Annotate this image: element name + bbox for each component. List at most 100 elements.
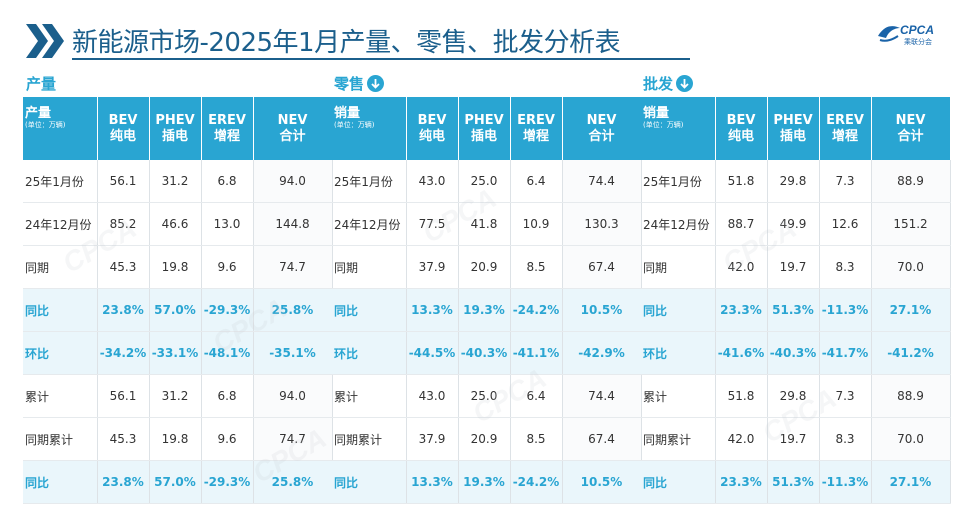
- header-cell-nev: NEV 合计: [253, 97, 333, 160]
- table-cell: 45.3: [97, 417, 150, 461]
- table-row: 同比 23.8% 57.0% -29.3% 25.8%: [23, 460, 333, 504]
- row-label: 24年12月份: [332, 202, 407, 246]
- header-nev-line: NEV: [277, 112, 308, 128]
- table-cell: -41.7%: [819, 331, 872, 375]
- table-cell: -48.1%: [201, 331, 254, 375]
- header-phev-line: PHEV: [773, 112, 813, 128]
- table-cell: 56.1: [97, 160, 150, 203]
- row-label: 环比: [23, 331, 98, 375]
- row-label: 25年1月份: [23, 160, 98, 203]
- table-cell: 19.7: [767, 417, 820, 461]
- table-cell: 45.3: [97, 245, 150, 289]
- row-label: 24年12月份: [641, 202, 716, 246]
- table-cell: -33.1%: [149, 331, 202, 375]
- table-cell: 57.0%: [149, 460, 202, 504]
- section-label[interactable]: 批发: [643, 73, 694, 94]
- table-cell: -24.2%: [510, 288, 563, 332]
- table-cell: -29.3%: [201, 460, 254, 504]
- table-cell: 10.5%: [562, 288, 642, 332]
- table-cell: 27.1%: [871, 288, 951, 332]
- table-cell: 51.8: [715, 160, 768, 203]
- table-cell: 43.0: [406, 374, 459, 418]
- header-bev-line: BEV: [417, 112, 447, 128]
- table-cell: 19.8: [149, 417, 202, 461]
- table-cell: 37.9: [406, 245, 459, 289]
- table-cell: 74.4: [562, 160, 642, 203]
- table-row: 同比 23.3% 51.3% -11.3% 27.1%: [641, 288, 951, 332]
- header-metric-label: 产量: [25, 106, 52, 121]
- table-cell: 74.4: [562, 374, 642, 418]
- header-cell-nev: NEV 合计: [871, 97, 951, 160]
- table-cell: 25.8%: [253, 288, 333, 332]
- table-cell: -41.1%: [510, 331, 563, 375]
- page-header: 新能源市场-2025年1月产量、零售、批发分析表 CPCA 乘联分会: [0, 0, 954, 70]
- logo-subtitle: 乘联分会: [904, 38, 932, 46]
- table-cell: 94.0: [253, 160, 333, 203]
- row-label: 同比: [641, 460, 716, 504]
- header-cell-phev: PHEV 插电: [767, 97, 820, 160]
- header-bev-line: 纯电: [109, 128, 136, 144]
- table-row: 同比 23.8% 57.0% -29.3% 25.8%: [23, 288, 333, 332]
- table-row: 同期累计 37.9 20.9 8.5 67.4: [332, 417, 642, 461]
- row-label: 同比: [23, 460, 98, 504]
- header-cell-bev: BEV 纯电: [406, 97, 459, 160]
- header-bev-line: BEV: [108, 112, 138, 128]
- header-cell-nev: NEV 合计: [562, 97, 642, 160]
- logo-text: CPCA: [900, 23, 935, 37]
- table-cell: 20.9: [458, 245, 511, 289]
- table-row: 25年1月份 43.0 25.0 6.4 74.4: [332, 160, 642, 203]
- row-label: 25年1月份: [332, 160, 407, 203]
- table-row: 25年1月份 56.1 31.2 6.8 94.0: [23, 160, 333, 203]
- table-cell: -42.9%: [562, 331, 642, 375]
- title-underline: [72, 58, 690, 60]
- table-row: 同期累计 45.3 19.8 9.6 74.7: [23, 417, 333, 461]
- header-cell-phev: PHEV 插电: [149, 97, 202, 160]
- section-label-text: 产量: [26, 75, 57, 93]
- table-cell: 23.3%: [715, 460, 768, 504]
- table-cell: -40.3%: [767, 331, 820, 375]
- table-cell: 19.3%: [458, 460, 511, 504]
- row-label: 同期累计: [332, 417, 407, 461]
- table-row: 同比 13.3% 19.3% -24.2% 10.5%: [332, 460, 642, 504]
- header-nev-line: 合计: [897, 128, 924, 144]
- table-cell: 12.6: [819, 202, 872, 246]
- table-row: 同比 23.3% 51.3% -11.3% 27.1%: [641, 460, 951, 504]
- table-cell: 23.8%: [97, 460, 150, 504]
- table-row: 环比 -41.6% -40.3% -41.7% -41.2%: [641, 331, 951, 375]
- section-label[interactable]: 零售: [334, 73, 385, 94]
- table-cell: 13.0: [201, 202, 254, 246]
- arrow-down-circle-icon[interactable]: [676, 75, 694, 92]
- table-row: 同期 37.9 20.9 8.5 67.4: [332, 245, 642, 289]
- row-label: 同比: [332, 460, 407, 504]
- table-cell: 37.9: [406, 417, 459, 461]
- table-cell: 27.1%: [871, 460, 951, 504]
- table-cell: -41.6%: [715, 331, 768, 375]
- cpca-logo-icon: [878, 26, 900, 42]
- table-cell: 25.0: [458, 160, 511, 203]
- table-cell: 19.7: [767, 245, 820, 289]
- table-cell: 70.0: [871, 417, 951, 461]
- row-label: 24年12月份: [23, 202, 98, 246]
- header-cell-erev: EREV 增程: [201, 97, 254, 160]
- arrow-down-circle-icon[interactable]: [367, 75, 385, 92]
- table-cell: 23.3%: [715, 288, 768, 332]
- table-cell: 31.2: [149, 374, 202, 418]
- table-cell: 10.9: [510, 202, 563, 246]
- row-label: 同期累计: [641, 417, 716, 461]
- table-cell: 41.8: [458, 202, 511, 246]
- section-label: 产量: [26, 73, 56, 94]
- row-label: 同期累计: [23, 417, 98, 461]
- table-row: 累计 56.1 31.2 6.8 94.0: [23, 374, 333, 418]
- header-cell-metric: 销量 (单位：万辆): [332, 97, 407, 160]
- double-chevron-icon: [26, 24, 64, 58]
- table-cell: 19.8: [149, 245, 202, 289]
- table-row: 环比 -34.2% -33.1% -48.1% -35.1%: [23, 331, 333, 375]
- header-erev-line: 增程: [522, 128, 549, 144]
- header-unit-label: (单位：万辆): [25, 121, 66, 129]
- table-row: 24年12月份 88.7 49.9 12.6 151.2: [641, 202, 951, 246]
- row-label: 同期: [23, 245, 98, 289]
- row-label: 环比: [641, 331, 716, 375]
- table-cell: 51.3%: [767, 288, 820, 332]
- header-nev-line: 合计: [279, 128, 306, 144]
- table-row: 24年12月份 77.5 41.8 10.9 130.3: [332, 202, 642, 246]
